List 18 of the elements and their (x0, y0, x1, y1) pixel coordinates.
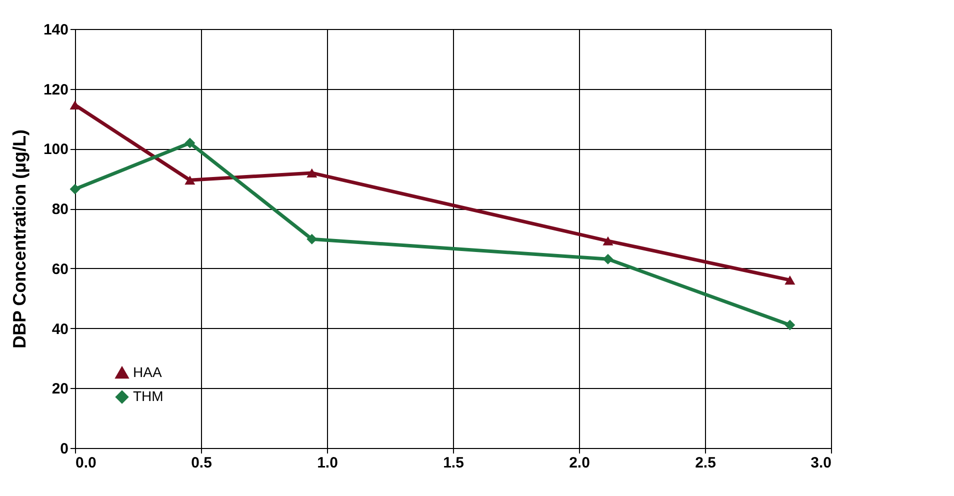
x-tick-label: 1.0 (317, 454, 338, 472)
x-tick-label: 1.5 (443, 454, 464, 472)
x-tick-label: 2.0 (569, 454, 590, 472)
y-tick-label: 20 (52, 380, 68, 398)
legend-label: THM (133, 388, 164, 404)
legend-label: HAA (133, 364, 162, 380)
x-tick-label: 2.5 (695, 454, 716, 472)
y-tick-label: 60 (52, 260, 68, 278)
x-tick-label: 0.0 (76, 454, 96, 472)
x-tick-label: 0.5 (191, 454, 212, 472)
y-tick-label: 40 (52, 320, 68, 338)
y-tick-label: 80 (52, 201, 68, 218)
x-tick-label: 3.0 (810, 454, 832, 472)
y-tick-label: 140 (43, 22, 68, 38)
y-tick-label: 100 (43, 141, 68, 158)
y-axis-title: DBP Concentration (µg/L) (9, 129, 30, 349)
y-tick-label: 0 (60, 440, 68, 458)
y-tick-label: 120 (43, 81, 68, 98)
